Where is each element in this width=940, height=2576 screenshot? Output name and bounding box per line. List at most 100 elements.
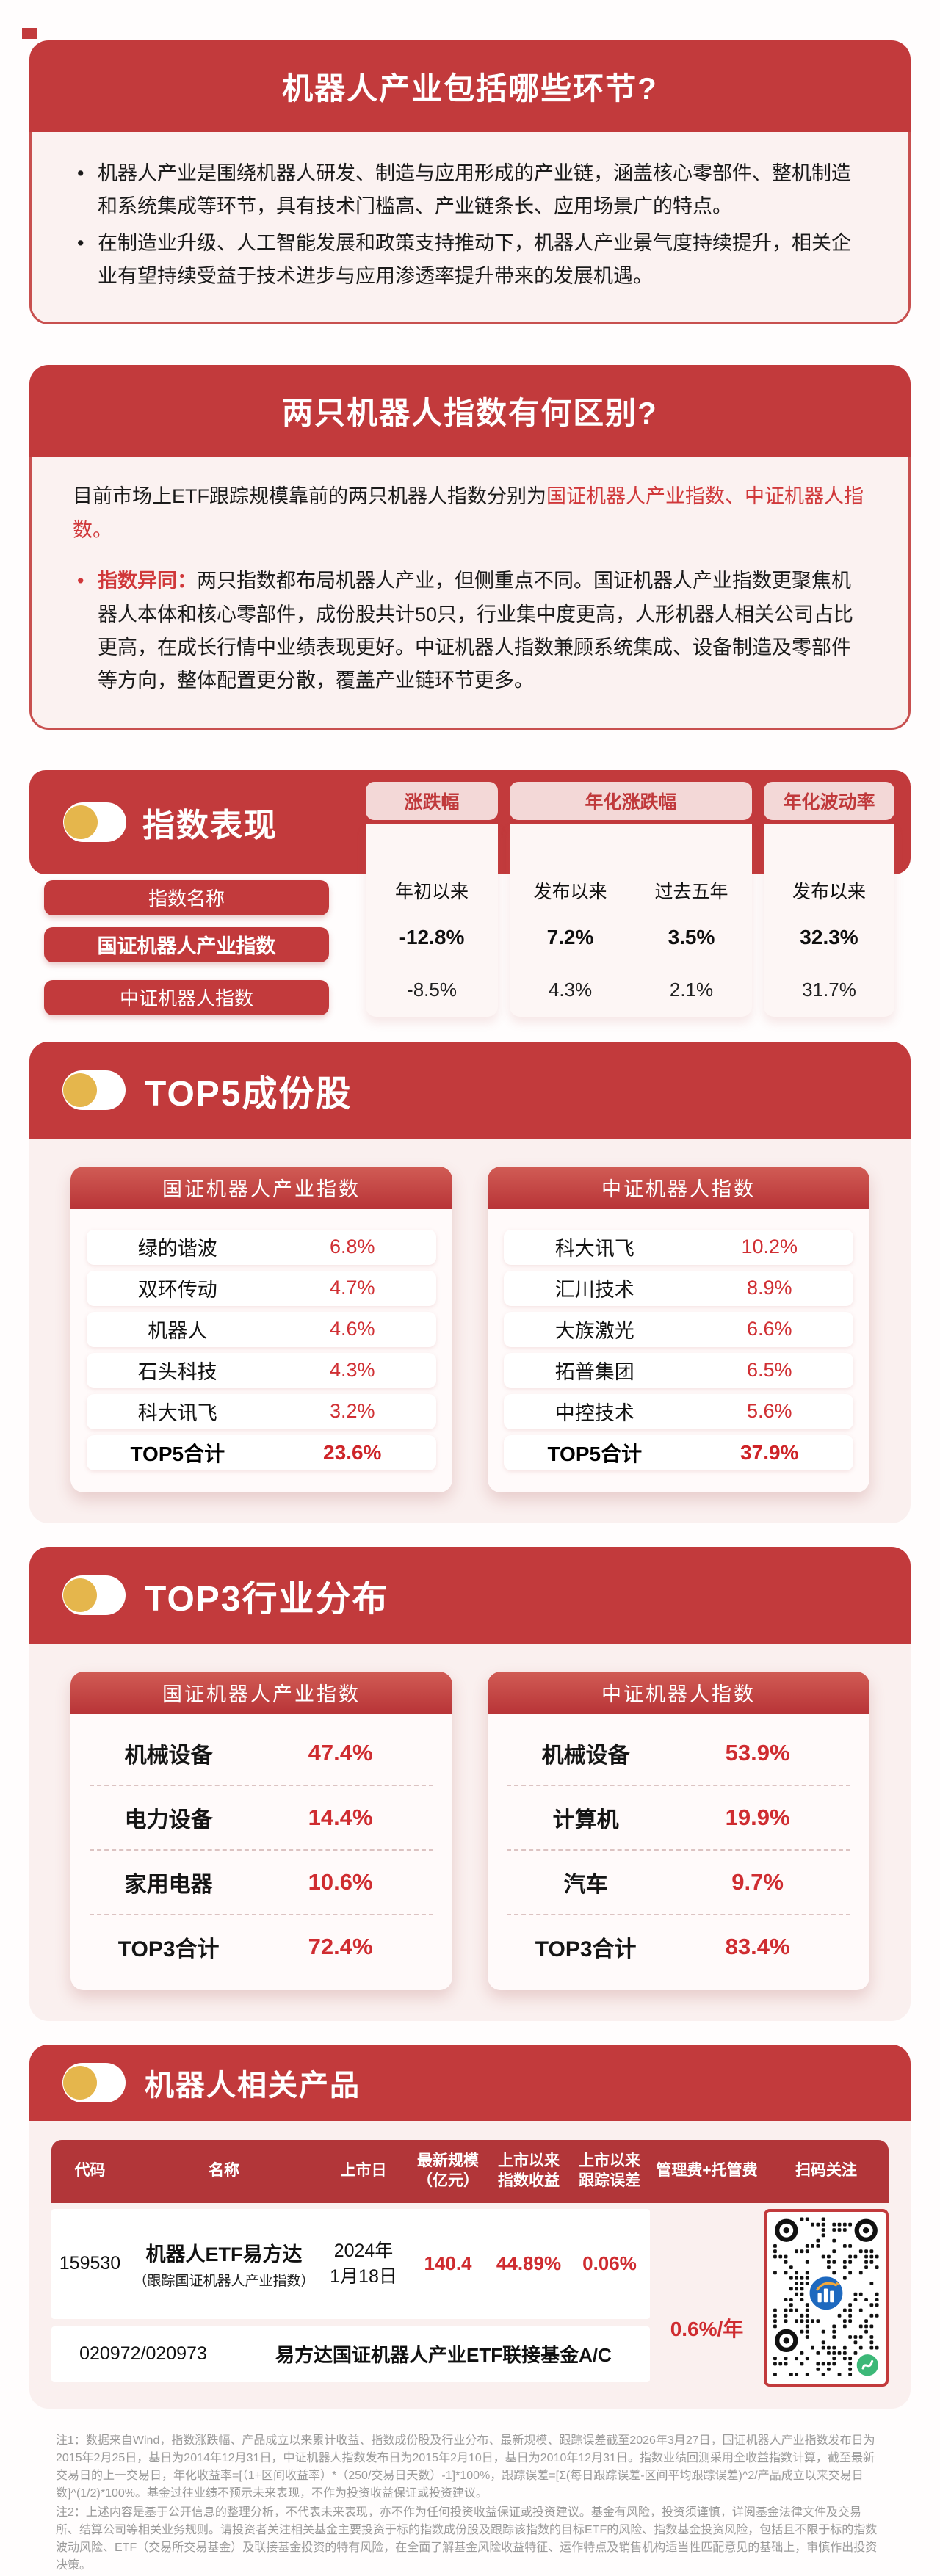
subheader-since-launch: 发布以来	[533, 881, 607, 902]
fee-value: 0.6%/年	[670, 2317, 744, 2340]
diff-label: 指数异同：	[98, 570, 197, 592]
top3-card-zhongzheng: 中证机器人指数 机械设备 53.9% 计算机 19.9% 汽车 9.7% TOP3合计…	[488, 1671, 870, 1990]
col-name: 名称	[209, 2162, 239, 2180]
holding-name: 大族激光	[554, 1320, 634, 1343]
etf-name-sub: （跟踪国证机器人产业指数）	[133, 2273, 315, 2289]
industry-name: 计算机	[552, 1807, 619, 1832]
subheader-past-5y: 过去五年	[654, 881, 728, 902]
toggle-bullet-icon	[62, 1070, 126, 1110]
value-cell: 3.5%	[668, 925, 715, 948]
qr-area	[764, 2208, 889, 2387]
section-index-difference-body: 目前市场上ETF跟踪规模靠前的两只机器人指数分别为国证机器人产业指数、中证机器人…	[29, 457, 911, 730]
index-name-pill-zhongzheng: 中证机器人指数	[44, 979, 329, 1015]
total-label: TOP3合计	[118, 1937, 220, 1962]
industry-weight: 53.9%	[725, 1739, 790, 1766]
holding-row: 大族激光 6.6%	[504, 1311, 853, 1347]
holding-row: 机器人 4.6%	[87, 1311, 436, 1347]
industry-weight: 47.4%	[308, 1739, 373, 1766]
intro-paragraph: 目前市场上ETF跟踪规模靠前的两只机器人指数分别为国证机器人产业指数、中证机器人…	[73, 480, 867, 547]
performance-title-row: 指数表现	[44, 770, 354, 874]
footnote-1: 注1：数据来自Wind，指数涨跌幅、产品成立以来累计收益、指数成份股及行业分布、…	[56, 2434, 875, 2500]
industry-weight: 9.7%	[731, 1868, 784, 1895]
holding-name: 汇川技术	[554, 1279, 634, 1302]
qr-code	[773, 2217, 879, 2376]
holding-name: 拓普集团	[554, 1361, 634, 1384]
top3-card-guozheng: 国证机器人产业指数 机械设备 47.4% 电力设备 14.4% 家用电器 10.6% …	[70, 1671, 452, 1990]
total-weight: 23.6%	[323, 1440, 382, 1464]
top5-card-zhongzheng: 中证机器人指数 科大讯飞 10.2% 汇川技术 8.9% 大族激光 6.6% 拓普集团…	[488, 1166, 870, 1492]
feeder-row: 020972/020973 易方达国证机器人产业ETF联接基金A/C	[51, 2326, 650, 2382]
total-weight: 37.9%	[740, 1440, 799, 1464]
industry-name: 机械设备	[124, 1743, 213, 1768]
total-label: TOP5合计	[130, 1442, 225, 1465]
value-cell: 4.3%	[548, 979, 593, 1001]
section-industry-links-title: 机器人产业包括哪些环节?	[29, 40, 911, 132]
industry-row: 计算机 19.9%	[507, 1786, 850, 1851]
value-cell: 7.2%	[546, 925, 594, 948]
industry-total-row: TOP3合计 72.4%	[90, 1915, 433, 1978]
holding-total-row: TOP5合计 37.9%	[504, 1434, 853, 1470]
top3-band: TOP3行业分布	[29, 1546, 911, 1644]
holding-weight: 6.8%	[329, 1236, 375, 1258]
holding-weight: 10.2%	[741, 1236, 798, 1258]
etf-return: 44.89%	[496, 2252, 562, 2275]
holding-name: 科大讯飞	[554, 1238, 634, 1260]
industry-name: 汽车	[563, 1872, 608, 1897]
top3-card-guozheng-header: 国证机器人产业指数	[70, 1671, 452, 1714]
holding-row: 汇川技术 8.9%	[504, 1270, 853, 1306]
industry-weight: 14.4%	[308, 1804, 373, 1830]
bullet-item: 机器人产业是围绕机器人研发、制造与应用形成的产业链，涵盖核心零部件、整机制造和系…	[73, 157, 867, 224]
section-index-difference-title: 两只机器人指数有何区别?	[29, 365, 911, 457]
etf-tracking-error: 0.06%	[582, 2252, 637, 2275]
col-tracking-error: 上市以来 跟踪误差	[579, 2152, 640, 2189]
etf-list-date: 2024年 1月18日	[330, 2240, 397, 2287]
toggle-bullet-icon	[62, 2062, 126, 2102]
total-label: TOP5合计	[547, 1442, 643, 1465]
industry-row: 家用电器 10.6%	[90, 1851, 433, 1915]
column-annualized-change: 年化涨跌幅 发布以来 过去五年 7.2% 3.5% 4.3% 2.1%	[510, 770, 752, 1017]
etf-name: 机器人ETF易方达	[145, 2243, 303, 2265]
etf-row: 159530 机器人ETF易方达 （跟踪国证机器人产业指数） 2024年 1月1…	[51, 2208, 650, 2319]
holding-name: 石头科技	[137, 1361, 217, 1384]
top5-card-guozheng-header: 国证机器人产业指数	[70, 1166, 452, 1209]
col-qr: 扫码关注	[795, 2162, 857, 2180]
value-cell: -8.5%	[407, 979, 457, 1001]
industry-name: 电力设备	[124, 1807, 213, 1832]
column-header-volatility: 年化波动率	[764, 781, 894, 820]
industry-weight: 19.9%	[725, 1804, 790, 1830]
products-title: 机器人相关产品	[145, 2069, 361, 2102]
etf-name-cell: 机器人ETF易方达 （跟踪国证机器人产业指数）	[129, 2238, 319, 2290]
holding-row: 科大讯飞 3.2%	[87, 1393, 436, 1429]
products-band: 机器人相关产品	[29, 2044, 911, 2121]
app-badge-icon	[856, 2354, 878, 2376]
industry-row: 机械设备 47.4%	[90, 1721, 433, 1786]
industry-total-row: TOP3合计 83.4%	[507, 1915, 850, 1978]
section-related-products: 机器人相关产品 代码 名称 上市日 最新规模 （亿元） 上市以来 指数收益 上市以来…	[29, 2044, 911, 2409]
holding-weight: 6.5%	[746, 1359, 792, 1382]
diff-paragraph: 指数异同：两只指数都布局机器人产业，但侧重点不同。国证机器人产业指数更聚焦机器人…	[73, 565, 867, 697]
brand-logo-icon	[807, 2274, 845, 2312]
col-code: 代码	[74, 2162, 106, 2180]
index-name-pill-guozheng: 国证机器人产业指数	[44, 926, 329, 962]
intro-highlight: 国证机器人产业指数、中证机器人指数。	[73, 485, 864, 541]
industry-row: 电力设备 14.4%	[90, 1786, 433, 1851]
section-top3-industries: TOP3行业分布 国证机器人产业指数 机械设备 47.4% 电力设备 14.4% 家…	[29, 1546, 911, 2021]
column-volatility: 年化波动率 发布以来 32.3% 31.7%	[764, 770, 894, 1017]
feeder-name: 易方达国证机器人产业ETF联接基金A/C	[275, 2344, 612, 2367]
top5-title: TOP5成份股	[145, 1074, 352, 1114]
holding-row: 双环传动 4.7%	[87, 1270, 436, 1306]
subheader-ytd: 年初以来	[394, 881, 469, 902]
holding-name: 中控技术	[554, 1402, 634, 1425]
holding-name: 绿的谐波	[137, 1238, 217, 1260]
top5-card-zhongzheng-header: 中证机器人指数	[488, 1166, 870, 1209]
holding-weight: 5.6%	[746, 1400, 792, 1423]
column-header-change: 涨跌幅	[366, 781, 498, 820]
industry-row: 汽车 9.7%	[507, 1851, 850, 1915]
holding-name: 科大讯飞	[137, 1402, 217, 1425]
section-index-performance: 指数表现 指数名称 国证机器人产业指数 中证机器人指数 涨跌幅 年初以来 -12…	[29, 769, 911, 1020]
intro-text: 目前市场上ETF跟踪规模靠前的两只机器人指数分别为	[73, 485, 546, 508]
col-scale: 最新规模 （亿元）	[417, 2152, 479, 2189]
value-cell: 31.7%	[802, 979, 856, 1001]
products-rows: 159530 机器人ETF易方达 （跟踪国证机器人产业指数） 2024年 1月1…	[51, 2208, 650, 2387]
